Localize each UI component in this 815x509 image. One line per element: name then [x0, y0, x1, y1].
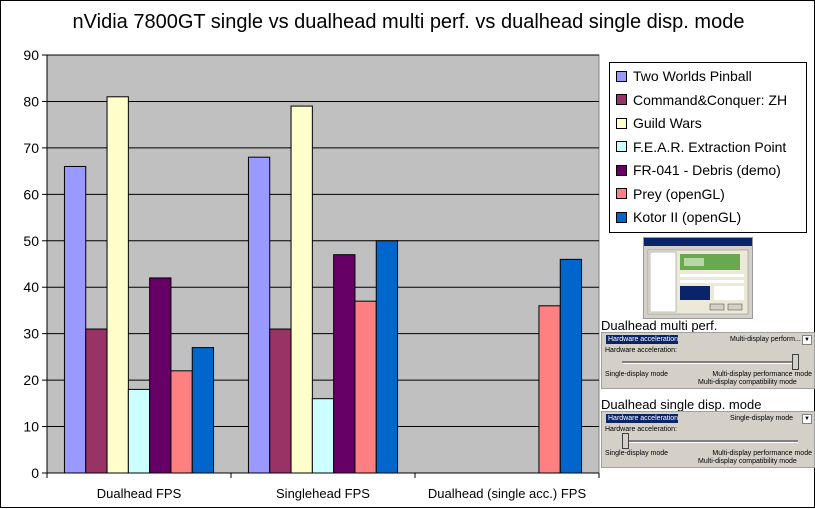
- bar: [247, 156, 271, 474]
- y-tick-label: 10: [23, 419, 39, 435]
- settings-window-graphic: [644, 238, 752, 315]
- display-mode-value: Single-display mode: [730, 415, 794, 422]
- y-tick-label: 80: [23, 93, 39, 109]
- settings-screenshot-thumbnail: [643, 237, 753, 319]
- bar: [311, 398, 335, 474]
- selected-setting: Hardware acceleration: [606, 414, 678, 423]
- bar: [375, 240, 399, 474]
- y-tick-label: 90: [23, 47, 39, 63]
- slider-thumb: [792, 354, 799, 370]
- legend-label: F.E.A.R. Extraction Point: [633, 138, 787, 155]
- bar: [191, 347, 215, 474]
- legend-swatch: [616, 70, 627, 82]
- bar: [85, 328, 108, 474]
- panel-title-dualhead-multi: Dualhead multi perf.: [601, 318, 718, 333]
- bar: [63, 165, 87, 474]
- chevron-down-icon: ▼: [802, 335, 812, 345]
- chart-title: nVidia 7800GT single vs dualhead multi p…: [72, 11, 745, 33]
- legend-item: Kotor II (openGL): [616, 208, 741, 226]
- x-tick-label: Dualhead (single acc.) FPS: [428, 486, 587, 501]
- slider-label-center: Multi-display compatibility mode: [698, 458, 797, 465]
- display-mode-value: Multi-display perform...: [730, 336, 801, 343]
- y-tick-label: 60: [23, 186, 39, 202]
- legend-item: Command&Conquer: ZH: [616, 91, 787, 109]
- legend-swatch: [616, 188, 627, 199]
- y-tick-label: 30: [23, 326, 39, 342]
- settings-panel-dualhead-multi: Hardware acceleration Multi-display perf…: [601, 332, 815, 389]
- panel-title-dualhead-single: Dualhead single disp. mode: [601, 397, 762, 412]
- legend: Two Worlds Pinball Command&Conquer: ZH Gui…: [609, 62, 807, 233]
- bar: [333, 254, 356, 474]
- bar: [538, 305, 561, 474]
- legend-label: Guild Wars: [633, 115, 702, 131]
- slider-label-right: Multi-display performance mode: [712, 371, 812, 378]
- hardware-acceleration-label: Hardware acceleration:: [605, 347, 677, 354]
- bar: [559, 258, 583, 474]
- slider-track: [622, 361, 798, 364]
- bar: [290, 105, 313, 474]
- y-tick-label: 20: [23, 372, 39, 388]
- x-tick-label: Dualhead FPS: [97, 486, 182, 501]
- slider-label-left: Single-display mode: [605, 450, 669, 457]
- selected-setting: Hardware acceleration: [606, 335, 678, 344]
- legend-item: Prey (openGL): [616, 185, 725, 203]
- legend-label: Prey (openGL): [633, 185, 725, 202]
- legend-swatch: [616, 141, 627, 152]
- x-tick-label: Singlehead FPS: [276, 486, 370, 501]
- y-tick-label: 40: [23, 279, 39, 295]
- legend-item: Guild Wars: [616, 114, 702, 132]
- slider-track: [622, 440, 798, 443]
- legend-item: Two Worlds Pinball: [616, 67, 752, 85]
- legend-label: Kotor II (openGL): [633, 209, 742, 225]
- chevron-down-icon: ▼: [802, 414, 812, 424]
- bar-chart: 0 10 20 30 40 50 60 70 80 90 Dualhead FPS Singlehea…: [23, 47, 600, 501]
- bar: [127, 388, 151, 474]
- legend-swatch: [616, 211, 627, 223]
- slider-label-center: Multi-display compatibility mode: [698, 379, 797, 386]
- bar: [269, 328, 292, 474]
- y-tick-label: 70: [23, 140, 39, 156]
- legend-swatch: [616, 164, 627, 176]
- bar: [354, 300, 377, 474]
- bar: [106, 96, 129, 474]
- slider-label-right: Multi-display performance mode: [712, 450, 812, 457]
- legend-item: F.E.A.R. Extraction Point: [616, 138, 786, 156]
- legend-item: FR-041 - Debris (demo): [616, 161, 781, 179]
- y-tick-label: 0: [31, 465, 39, 481]
- settings-panel-dualhead-single: Hardware acceleration Single-display mod…: [601, 411, 815, 468]
- legend-label: Command&Conquer: ZH: [633, 91, 788, 108]
- legend-swatch: [616, 117, 627, 129]
- legend-label: FR-041 - Debris (demo): [633, 162, 781, 178]
- legend-swatch: [616, 94, 627, 105]
- hardware-acceleration-label: Hardware acceleration:: [605, 426, 677, 433]
- y-tick-label: 50: [23, 233, 39, 249]
- slider-label-left: Single-display mode: [605, 371, 669, 378]
- bar: [170, 370, 193, 474]
- legend-label: Two Worlds Pinball: [633, 68, 752, 84]
- bar: [149, 277, 172, 474]
- slider-thumb: [622, 433, 629, 449]
